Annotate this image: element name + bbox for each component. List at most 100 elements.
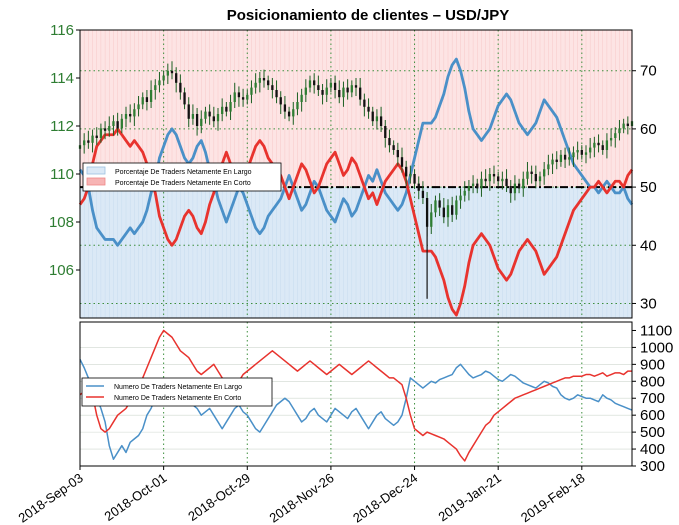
price-candle-body [237, 92, 241, 98]
upper-panel-background [79, 30, 633, 318]
short-count-line [79, 329, 632, 462]
price-candle-body [438, 200, 441, 208]
price-candle-body [417, 183, 420, 191]
right-tick-label: 40 [640, 237, 657, 254]
price-candle-body [329, 82, 333, 88]
price-candle-body [501, 178, 504, 182]
price-candle-body [195, 114, 199, 126]
price-candle-body [442, 207, 445, 218]
price-candle-body [95, 135, 98, 138]
left-tick-label: 108 [49, 214, 74, 231]
price-candle-body [333, 82, 337, 90]
price-candle-body [321, 90, 324, 95]
price-candle-body [271, 85, 274, 90]
price-candle-body [492, 174, 496, 177]
price-candle-body [283, 104, 287, 112]
price-candle-body [451, 205, 454, 215]
price-candle-body [317, 85, 320, 90]
price-candle-body [547, 164, 550, 170]
price-candle-body [287, 111, 291, 117]
left-tick-label: 110 [50, 166, 74, 183]
lower-tick-label: 700 [640, 390, 665, 407]
lower-legend-box [81, 377, 273, 407]
price-candle-body [133, 109, 136, 117]
price-candle-body [375, 116, 379, 122]
price-candle-body [379, 116, 383, 126]
price-candle-body [392, 145, 395, 150]
x-tick-label: 2018-Oct-01 [102, 470, 170, 524]
lower-panel-grid [79, 322, 632, 466]
price-candle-body [584, 152, 588, 155]
price-candle-body [304, 87, 307, 95]
price-candle-body [233, 92, 236, 102]
price-candle-body [543, 169, 546, 177]
price-candle-body [325, 87, 328, 95]
right-tick-label: 50 [640, 179, 657, 196]
price-candle-body [467, 186, 471, 191]
price-candle-body [137, 104, 140, 110]
price-candle-body [191, 114, 195, 119]
price-candle-body [559, 154, 563, 162]
price-candle-body [208, 111, 211, 117]
price-candle-body [166, 70, 169, 76]
price-candle-body [154, 85, 157, 90]
price-candle-body [83, 140, 86, 146]
price-candle-body [593, 142, 596, 148]
price-candle-body [476, 183, 479, 189]
price-candle-body [563, 154, 567, 160]
price-candle-body [555, 159, 558, 162]
short-percentage-line [78, 127, 634, 317]
price-candle-body [212, 116, 215, 122]
upper-legend-label: Porcentaje De Traders Netamente En Largo [115, 169, 252, 176]
lower-tick-label: 800 [640, 373, 665, 390]
upper-legend: Porcentaje De Traders Netamente En Largo… [82, 162, 282, 192]
upper-panel-series [78, 57, 634, 317]
price-candle-body [204, 111, 207, 119]
price-candle-body [246, 94, 249, 100]
price-candle-body [522, 178, 525, 189]
price-candle-body [359, 87, 362, 100]
price-candle-body [505, 178, 508, 186]
price-candle-body [175, 73, 178, 83]
price-candle-body [149, 90, 153, 102]
price-candle-body [275, 90, 278, 98]
lower-tick-label: 500 [640, 424, 665, 441]
price-candle-body [509, 186, 512, 194]
price-candle-body [618, 128, 621, 134]
price-candle-body [108, 126, 111, 131]
price-candle-body [388, 138, 391, 146]
price-candle-body [614, 133, 617, 138]
price-candle-body [124, 114, 128, 119]
price-candle-body [513, 183, 517, 194]
price-candle-body [313, 80, 316, 86]
price-candle-body [530, 171, 533, 174]
price-candle-body [112, 121, 115, 126]
price-candle-body [597, 142, 600, 146]
lower-legend-label: Numero De Traders Netamente En Largo [114, 384, 242, 391]
price-candle-body [538, 176, 542, 182]
price-candle-body [626, 123, 629, 126]
price-candle-body [229, 102, 232, 112]
price-candle-body [572, 152, 575, 158]
price-candle-body [446, 205, 450, 218]
long-count-line [79, 358, 633, 460]
chart-title: Posicionamiento de clientes – USD/JPY [227, 7, 510, 24]
price-candle-body [589, 147, 592, 153]
price-candle-body [200, 118, 203, 126]
price-candle-body [116, 121, 119, 129]
price-candle-body [384, 126, 387, 138]
left-tick-label: 116 [50, 22, 74, 39]
left-tick-label: 112 [50, 118, 74, 135]
price-candle-body [103, 128, 107, 131]
price-candle-body [409, 174, 412, 177]
price-candle-body [534, 174, 537, 182]
legends: Porcentaje De Traders Netamente En Largo… [81, 162, 282, 407]
price-candle-body [342, 87, 345, 98]
price-candle-body [354, 85, 358, 88]
price-candle-body [480, 178, 483, 189]
long-percentage-line [78, 57, 634, 247]
lower-tick-label: 600 [640, 407, 665, 424]
price-candle-body [179, 82, 182, 93]
upper-legend-box [82, 162, 282, 192]
